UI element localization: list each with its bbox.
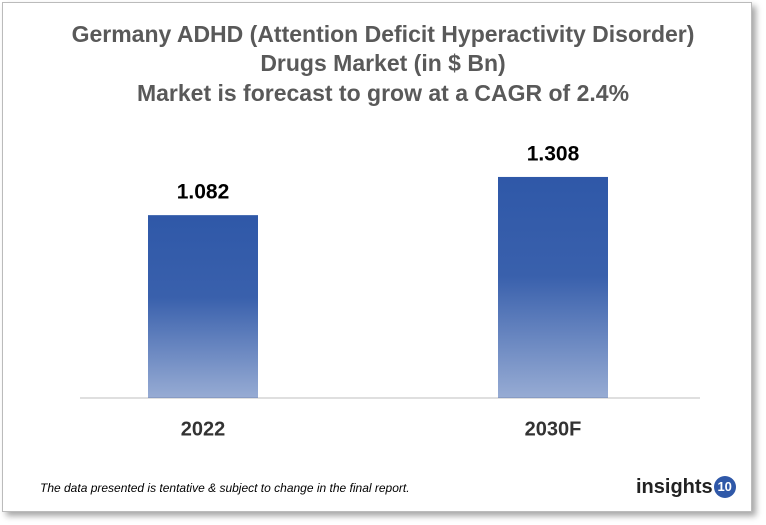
chart-title: Germany ADHD (Attention Deficit Hyperact…	[71, 21, 695, 76]
logo-badge: 10	[713, 476, 736, 498]
x-tick-label: 2022	[181, 418, 226, 440]
bar	[148, 215, 258, 398]
logo-text: insights	[636, 476, 713, 498]
logo: insights 10	[636, 476, 736, 499]
data-label: 1.308	[527, 142, 580, 165]
x-tick-label: 2030F	[525, 418, 582, 440]
data-label: 1.082	[177, 181, 230, 204]
footnote: The data presented is tentative & subjec…	[40, 481, 410, 495]
frame	[2, 2, 752, 512]
chart-subtitle: Market is forecast to grow at a CAGR of …	[136, 80, 630, 106]
bar	[498, 176, 608, 398]
